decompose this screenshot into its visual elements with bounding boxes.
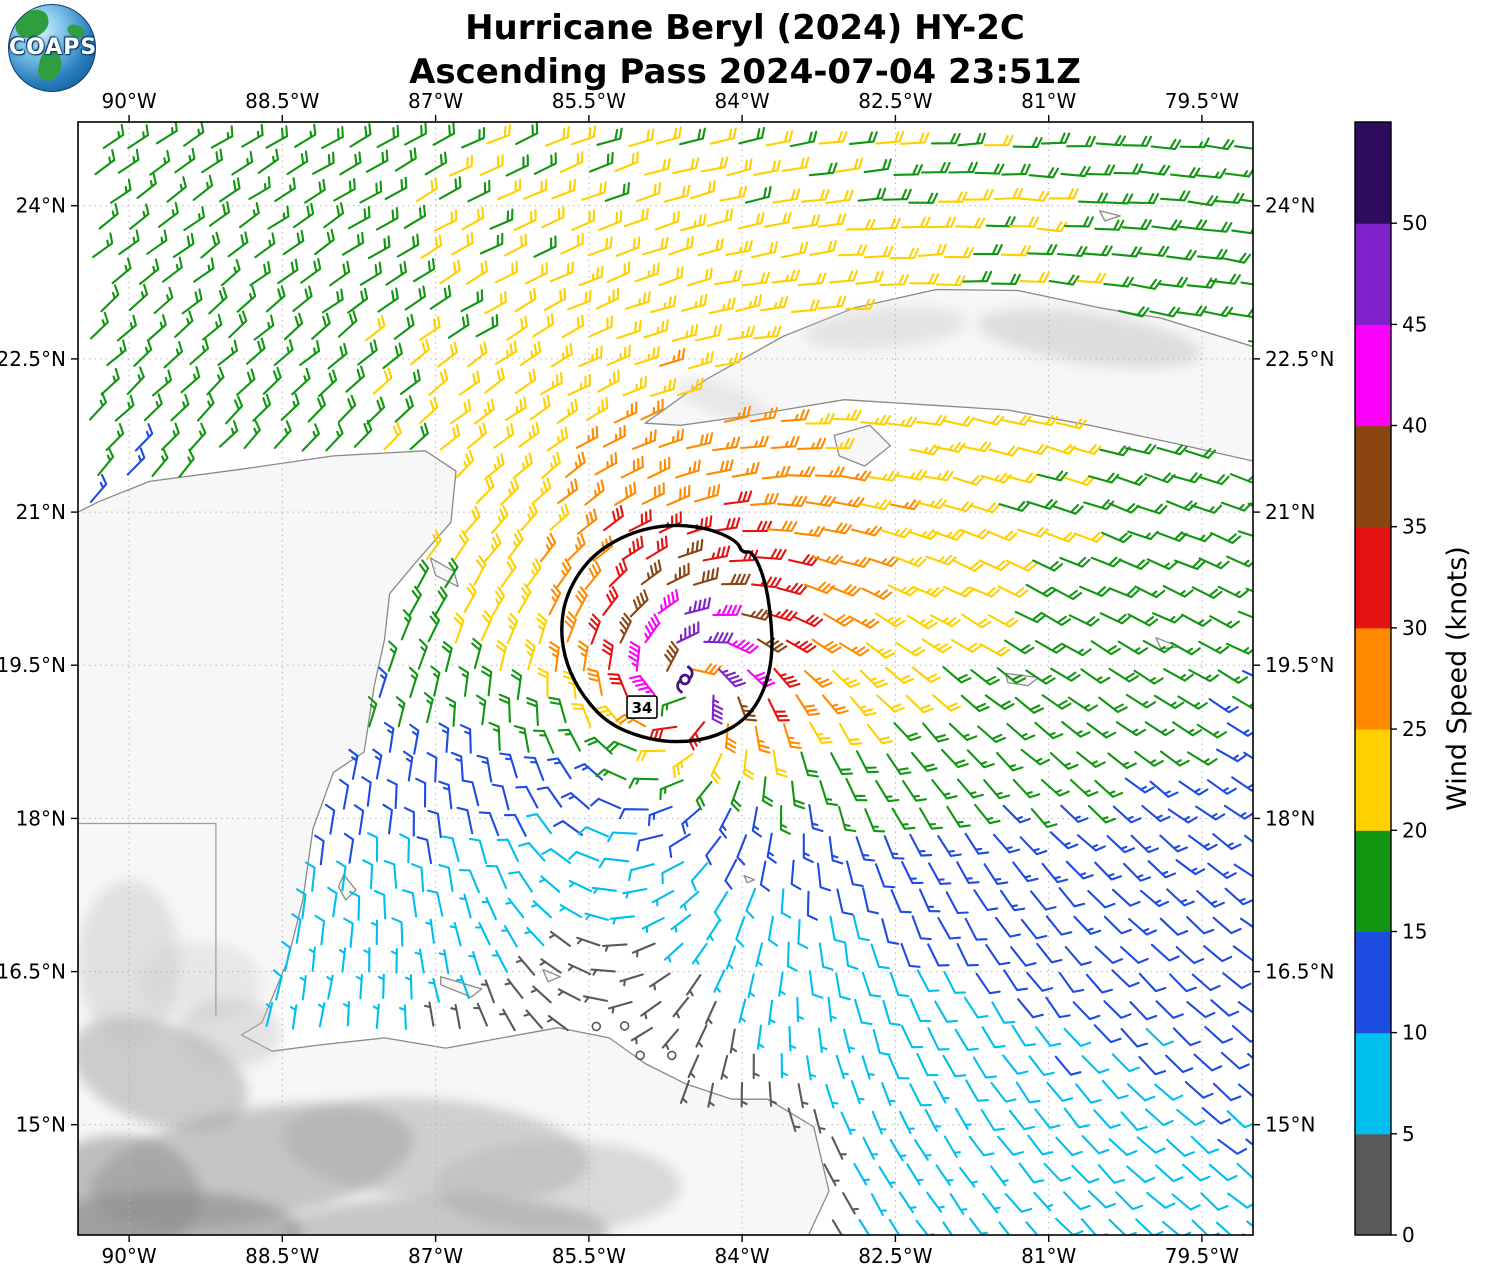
- svg-text:20: 20: [1402, 818, 1427, 842]
- svg-text:16.5°N: 16.5°N: [0, 960, 66, 984]
- y-axis-ticks: 24°N 24°N 22.5°N 22.5°N 21°N 21°N 19.5°N 19.5°N…: [0, 194, 1335, 1137]
- colorbar-segment: [1355, 1032, 1391, 1135]
- svg-text:90°W: 90°W: [101, 1244, 156, 1264]
- svg-text:30: 30: [1402, 616, 1427, 640]
- svg-text:40: 40: [1402, 414, 1427, 438]
- svg-text:81°W: 81°W: [1021, 1244, 1076, 1264]
- svg-text:85.5°W: 85.5°W: [552, 1244, 627, 1264]
- x-axis-ticks: 90°W 90°W 88.5°W 88.5°W 87°W 87°W 85.5°W 85.5°W…: [101, 89, 1239, 1264]
- svg-text:18°N: 18°N: [1265, 806, 1315, 830]
- colorbar-segment: [1355, 627, 1391, 730]
- colorbar-segment: [1355, 324, 1391, 427]
- svg-text:84°W: 84°W: [714, 1244, 769, 1264]
- svg-text:15: 15: [1402, 920, 1427, 944]
- svg-text:10: 10: [1402, 1021, 1427, 1045]
- svg-text:82.5°W: 82.5°W: [858, 1244, 933, 1264]
- svg-text:15°N: 15°N: [1265, 1113, 1315, 1137]
- coastline-roatan: [440, 976, 483, 998]
- svg-text:85.5°W: 85.5°W: [552, 89, 627, 113]
- svg-text:87°W: 87°W: [408, 1244, 463, 1264]
- colorbar-label: Wind Speed (knots): [1442, 546, 1473, 811]
- colorbar-segment: [1355, 931, 1391, 1034]
- svg-text:19.5°N: 19.5°N: [0, 653, 66, 677]
- relief-layer: [78, 306, 1201, 1235]
- svg-text:90°W: 90°W: [101, 89, 156, 113]
- map-plot: 34: [78, 122, 1253, 1235]
- colorbar-segment: [1355, 425, 1391, 528]
- svg-text:84°W: 84°W: [714, 89, 769, 113]
- colorbar-segment: [1355, 830, 1391, 932]
- svg-text:21°N: 21°N: [1265, 500, 1315, 524]
- border-layer: [78, 822, 217, 1016]
- svg-text:22.5°N: 22.5°N: [1265, 347, 1335, 371]
- coastline-guanaja: [542, 968, 561, 983]
- svg-text:24°N: 24°N: [1265, 194, 1315, 218]
- logo-text: COAPS: [9, 35, 96, 60]
- svg-text:18°N: 18°N: [16, 806, 66, 830]
- svg-text:87°W: 87°W: [408, 89, 463, 113]
- svg-text:25: 25: [1402, 717, 1427, 741]
- gridlines-layer: [78, 122, 1253, 1235]
- svg-text:88.5°W: 88.5°W: [245, 1244, 320, 1264]
- svg-text:24°N: 24°N: [16, 194, 66, 218]
- logo-globe-icon: COAPS: [8, 4, 96, 92]
- svg-text:5: 5: [1402, 1122, 1415, 1146]
- svg-text:22.5°N: 22.5°N: [0, 347, 66, 371]
- svg-text:81°W: 81°W: [1021, 89, 1076, 113]
- colorbar-segment: [1355, 1133, 1391, 1236]
- coastline-isla-de-la-juventud: [833, 424, 891, 467]
- colorbar-segment: [1355, 122, 1391, 224]
- wind-barbs-layer: [88, 122, 1253, 1235]
- storm-contour-34kt: [560, 523, 774, 744]
- colorbar-segment: [1355, 526, 1391, 629]
- coaps-logo: COAPS: [8, 4, 98, 94]
- mexico-guatemala-belize-border: [78, 822, 217, 1016]
- colorbar-segment: [1355, 729, 1391, 831]
- figure-title-line1: Hurricane Beryl (2024) HY-2C: [465, 8, 1025, 48]
- coastline-cay-sal: [1099, 210, 1121, 222]
- wind-radius-34-label: 34: [626, 695, 658, 719]
- svg-text:21°N: 21°N: [16, 500, 66, 524]
- colorbar-segment: [1355, 223, 1391, 325]
- svg-text:82.5°W: 82.5°W: [858, 89, 933, 113]
- svg-text:79.5°W: 79.5°W: [1165, 89, 1240, 113]
- colorbar: 0 5 10 15 20 25 30 35 40 45 50: [1354, 121, 1427, 1247]
- hurricane-symbol-icon: [676, 665, 694, 694]
- svg-text:34: 34: [632, 699, 653, 717]
- colorbar-tick-labels: 0 5 10 15 20 25 30 35 40 45 50: [1391, 211, 1427, 1247]
- svg-text:15°N: 15°N: [16, 1113, 66, 1137]
- axes-layer: 90°W 90°W 88.5°W 88.5°W 87°W 87°W 85.5°W 85.5°W…: [0, 89, 1335, 1264]
- figure-title-line2: Ascending Pass 2024-07-04 23:51Z: [409, 52, 1081, 92]
- svg-text:16.5°N: 16.5°N: [1265, 960, 1335, 984]
- svg-text:0: 0: [1402, 1223, 1415, 1247]
- svg-text:79.5°W: 79.5°W: [1165, 1244, 1240, 1264]
- svg-text:45: 45: [1402, 312, 1427, 336]
- coastline-swan-islands: [743, 874, 756, 884]
- svg-text:50: 50: [1402, 211, 1427, 235]
- svg-text:88.5°W: 88.5°W: [245, 89, 320, 113]
- svg-text:19.5°N: 19.5°N: [1265, 653, 1335, 677]
- svg-text:35: 35: [1402, 515, 1427, 539]
